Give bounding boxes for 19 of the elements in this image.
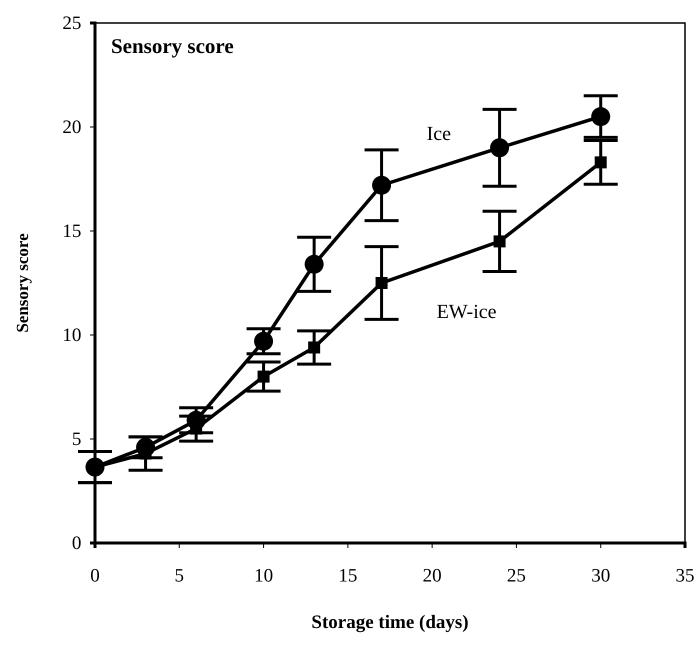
x-tick-label: 10 <box>254 565 274 586</box>
y-tick-label: 20 <box>62 117 82 138</box>
x-tick-label: 35 <box>676 565 694 586</box>
x-tick-label: 0 <box>90 565 100 586</box>
x-tick-label: 5 <box>174 565 184 586</box>
y-tick-label: 15 <box>62 221 82 242</box>
y-tick-label: 10 <box>62 325 82 346</box>
x-tick-label: 15 <box>338 565 358 586</box>
x-axis-title: Storage time (days) <box>311 612 469 633</box>
y-tick-label: 5 <box>72 429 82 450</box>
x-tick-label: 30 <box>591 565 610 586</box>
series-label: EW-ice <box>436 301 497 323</box>
text: Sensory score <box>111 34 234 58</box>
y-axis-title: Sensory score <box>13 232 32 333</box>
x-tick-label: 25 <box>506 565 526 586</box>
x-tick-label: 20 <box>422 565 442 586</box>
y-tick-label: 25 <box>62 13 82 34</box>
y-tick-label: 0 <box>72 533 82 554</box>
series-label: Ice <box>426 123 452 146</box>
